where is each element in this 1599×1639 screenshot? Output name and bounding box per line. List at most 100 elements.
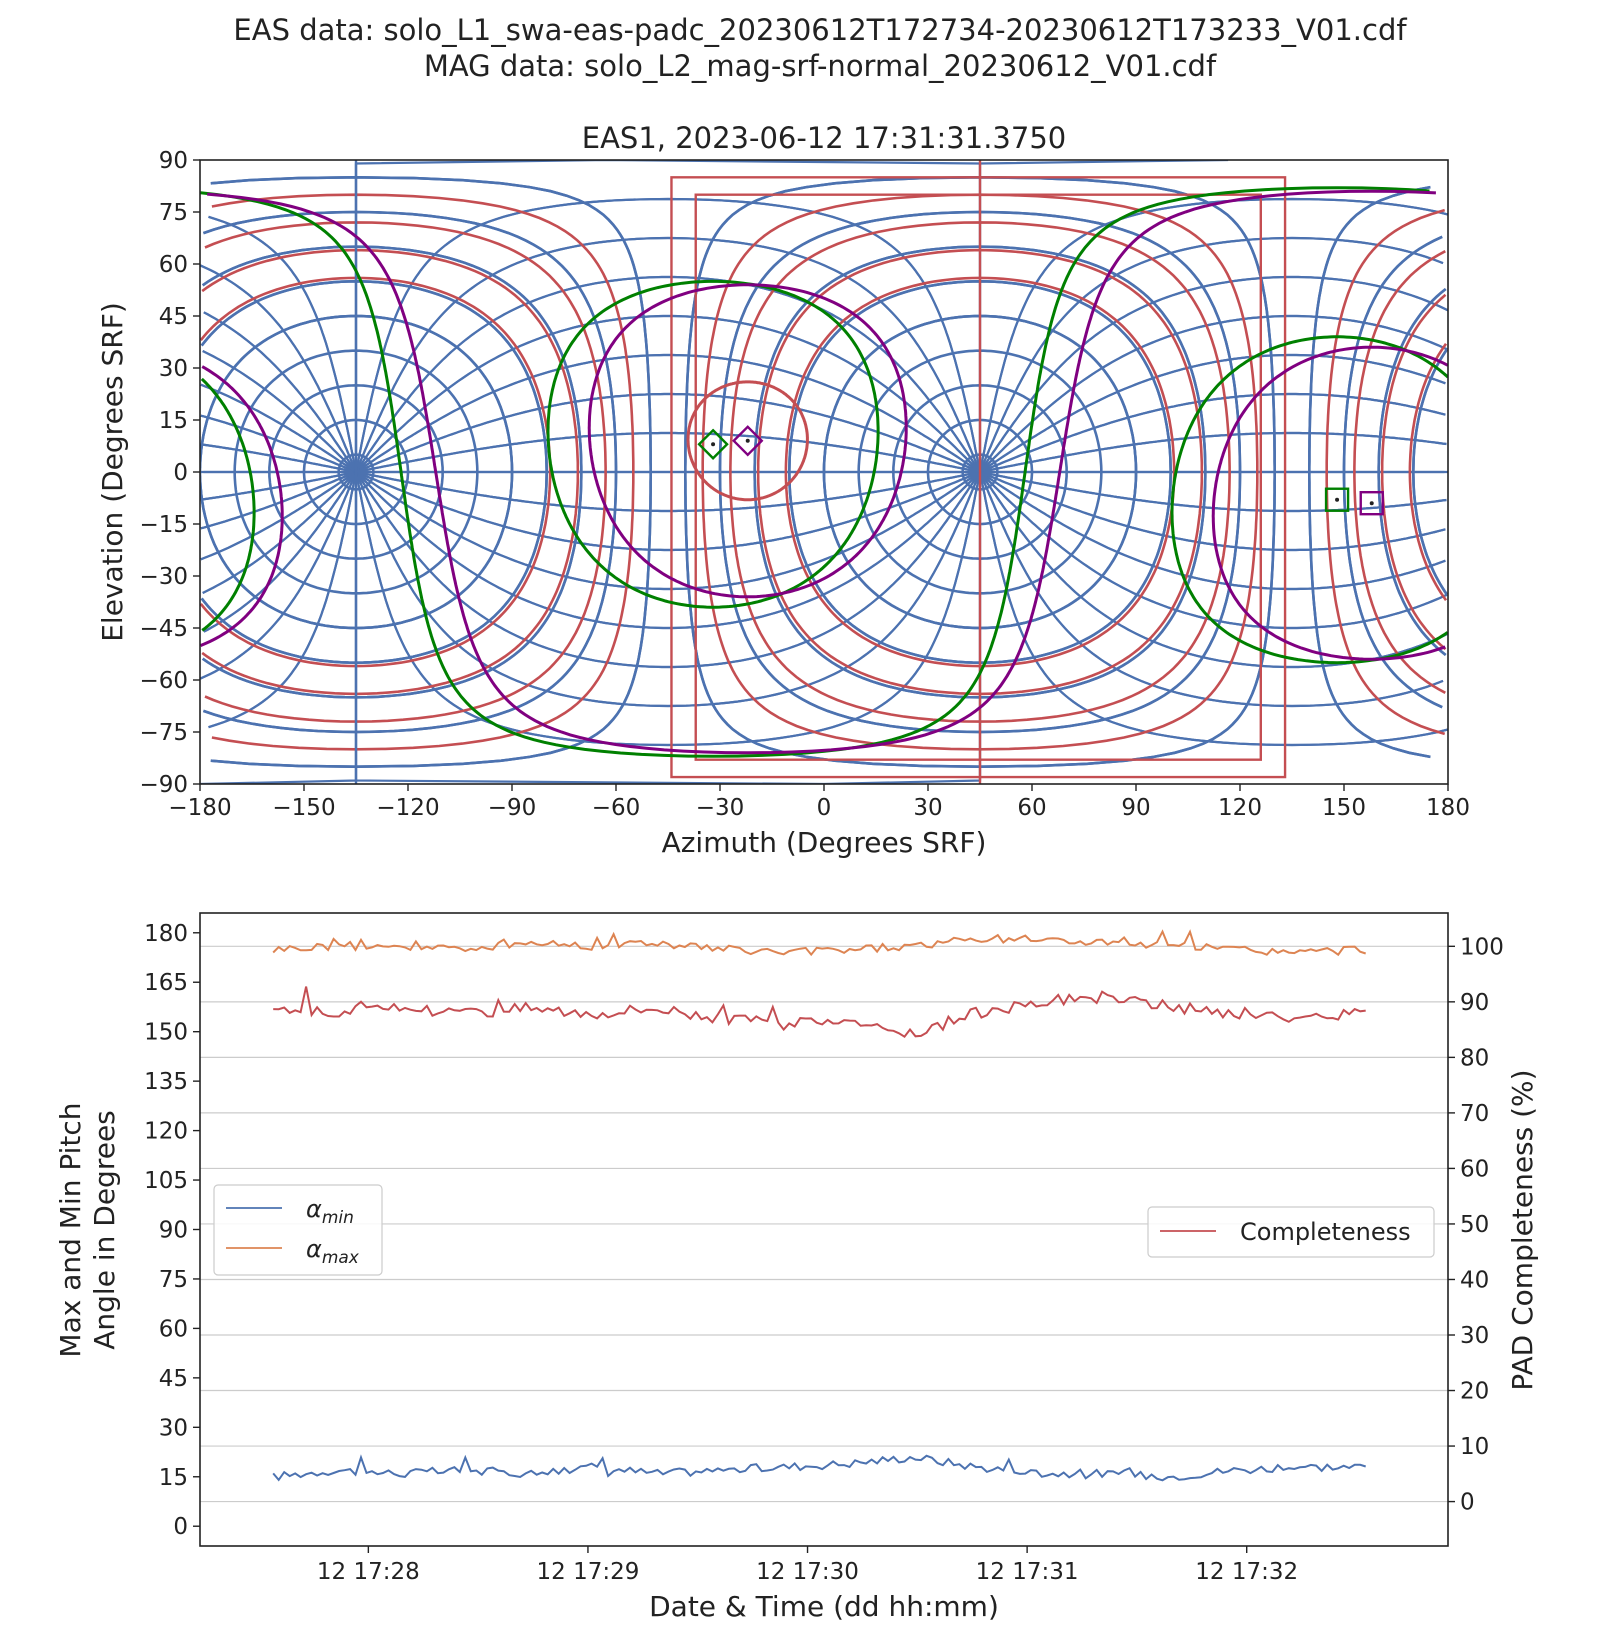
- x-tick-label: 12 17:31: [976, 1559, 1079, 1585]
- x-tick-label: −90: [488, 795, 537, 821]
- pitch-angle-y-label: Max and Min Pitch Angle in Degrees: [54, 1102, 121, 1357]
- x-tick-label: 90: [1121, 795, 1150, 821]
- sky-map-y-ticks: 90 75 60 45 30 15 0 −15 −30 −45 −60 −75 −90: [139, 148, 200, 798]
- y-tick-label: −45: [139, 616, 188, 642]
- x-tick-label: 12 17:30: [756, 1559, 859, 1585]
- legend-alpha-max-symbol: α: [306, 1235, 322, 1263]
- x-tick-label: 0: [817, 795, 832, 821]
- sensor-spoke-1: [355, 353, 981, 473]
- sky-map-title: EAS1, 2023-06-12 17:31:31.3750: [582, 121, 1066, 155]
- marker-dot-3: [1369, 501, 1374, 506]
- y-tick-label: 75: [159, 1267, 188, 1293]
- x-tick-label: 30: [913, 795, 942, 821]
- sensor-spoke-1: [355, 471, 981, 630]
- pad-boundary-ring-0: [784, 276, 1176, 668]
- x-tick-label: 12 17:32: [1195, 1559, 1298, 1585]
- marker-square-3: [1359, 491, 1384, 516]
- y2-tick-label: 70: [1460, 1101, 1489, 1127]
- y-tick-label: −90: [139, 772, 188, 798]
- y-tick-label: 90: [159, 148, 188, 174]
- sensor-ring-1: [200, 314, 514, 630]
- y2-tick-label: 100: [1460, 934, 1504, 960]
- field-perpendicular-0: [200, 186, 1430, 758]
- y-tick-label: 0: [173, 460, 188, 486]
- series-line-αmin: [272, 1454, 1366, 1482]
- sky-map-chart: EAS1, 2023-06-12 17:31:31.3750 −180 −15 0 −…: [96, 121, 1470, 859]
- sensor-spoke-1: [355, 470, 981, 513]
- sensor-spoke-1: [354, 236, 982, 473]
- y-tick-label: 165: [144, 970, 188, 996]
- marker-dot-2: [1335, 497, 1340, 502]
- sensor-spoke-1: [354, 471, 982, 708]
- sensor-spoke-1: [200, 470, 1446, 552]
- series-line-Completeness: [273, 986, 1366, 1039]
- y2-tick-label: 50: [1460, 1212, 1489, 1238]
- y2-tick-label: 0: [1460, 1490, 1475, 1516]
- field-perpendicular-1: [207, 189, 1436, 755]
- legend-alpha-max-subscript: max: [322, 1248, 360, 1268]
- y-tick-label: 135: [144, 1069, 188, 1095]
- sensor-spoke-1: [354, 471, 982, 747]
- x-tick-label: 12 17:28: [317, 1559, 420, 1585]
- legend-alpha-min-symbol: α: [306, 1195, 322, 1223]
- y-tick-label: −30: [139, 564, 188, 590]
- pitch-angle-grid: [200, 945, 1448, 1503]
- pad-boundary-ring-0: [701, 193, 1259, 751]
- y-tick-label: 150: [144, 1020, 188, 1046]
- legend-right-box: [1147, 1206, 1435, 1258]
- y-tick-label: 45: [159, 304, 188, 330]
- marker-dot-1: [745, 438, 750, 443]
- sensor-spoke-1: [355, 392, 981, 474]
- y-tick-label: −60: [139, 668, 188, 694]
- pitch-angle-chart: 12 17:28 12 17:29 12 17:30 12 17:31 12 17:32…: [54, 912, 1539, 1623]
- sensor-spoke-1: [202, 471, 1448, 630]
- y-tick-label: 30: [159, 1415, 188, 1441]
- pitch-angle-x-ticks: 12 17:28 12 17:29 12 17:30 12 17:31 12 17:32: [317, 1546, 1298, 1585]
- x-tick-label: 150: [1322, 795, 1366, 821]
- y-tick-label: −15: [139, 512, 188, 538]
- pad-boundary-ring-1: [200, 276, 1448, 668]
- field-circle-green: [546, 279, 880, 609]
- sky-map-plot-area: [200, 160, 1448, 784]
- sensor-spoke-1: [208, 471, 1448, 747]
- y-tick-label: 60: [159, 252, 188, 278]
- x-tick-label: 120: [1218, 795, 1262, 821]
- x-tick-label: −180: [168, 795, 231, 821]
- y-tick-label: 60: [159, 1316, 188, 1342]
- x-tick-label: −60: [592, 795, 641, 821]
- sensor-spoke-1: [200, 353, 1446, 473]
- sensor-spoke-1: [354, 197, 982, 473]
- pitch-angle-y-label-line-1: Max and Min Pitch: [54, 1102, 87, 1357]
- suptitle-line-1: EAS data: solo_L1_swa-eas-padc_20230612T…: [233, 13, 1407, 47]
- legend-alpha-min-label: αmin: [306, 1195, 354, 1228]
- completeness-y-label: PAD Completeness (%): [1506, 1069, 1539, 1390]
- pitch-angle-x-label: Date & Time (dd hh:mm): [649, 1590, 999, 1623]
- sensor-spoke-1: [208, 197, 1448, 473]
- y-tick-label: 105: [144, 1168, 188, 1194]
- pad-boundary-ring-0: [756, 248, 1204, 696]
- x-tick-label: 60: [1017, 795, 1046, 821]
- y-tick-label: 120: [144, 1119, 188, 1145]
- x-tick-label: −120: [376, 795, 439, 821]
- pad-boundary-inner: [694, 193, 1262, 761]
- x-tick-label: −30: [696, 795, 745, 821]
- series-line-αmax: [272, 929, 1367, 957]
- sensor-spoke-1: [200, 471, 1444, 708]
- y2-tick-label: 40: [1460, 1267, 1489, 1293]
- legend-alpha-max-label: αmax: [306, 1235, 360, 1268]
- y-tick-label: 15: [159, 1465, 188, 1491]
- sky-map-y-label: Elevation (Degrees SRF): [96, 302, 129, 642]
- y-tick-label: 30: [159, 356, 188, 382]
- legend-alpha-min-subscript: min: [322, 1208, 354, 1228]
- sensor-spoke-1: [201, 431, 1447, 474]
- pitch-angle-y-label-line-2: Angle in Degrees: [88, 1110, 121, 1350]
- marker-square-2: [1324, 487, 1350, 512]
- sky-map-x-ticks: −180 −150 −120 −90 −60 −30 0 30 60 90 120 150 180: [168, 784, 1470, 821]
- sensor-spoke-1: [355, 471, 981, 669]
- sensor-spoke-1: [203, 275, 1448, 473]
- sensor-spoke-1: [200, 236, 1444, 473]
- small-red-circle: [686, 380, 809, 502]
